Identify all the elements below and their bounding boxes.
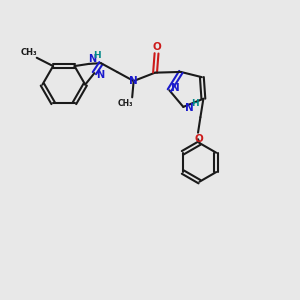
Text: CH₃: CH₃ <box>118 99 134 108</box>
Text: O: O <box>194 134 203 144</box>
Text: N: N <box>171 83 180 93</box>
Text: N: N <box>96 70 104 80</box>
Text: N: N <box>185 103 194 113</box>
Text: H: H <box>191 99 198 108</box>
Text: CH₃: CH₃ <box>21 48 38 57</box>
Text: O: O <box>152 42 161 52</box>
Text: N: N <box>129 76 138 86</box>
Text: N: N <box>88 53 96 64</box>
Text: H: H <box>93 51 100 60</box>
